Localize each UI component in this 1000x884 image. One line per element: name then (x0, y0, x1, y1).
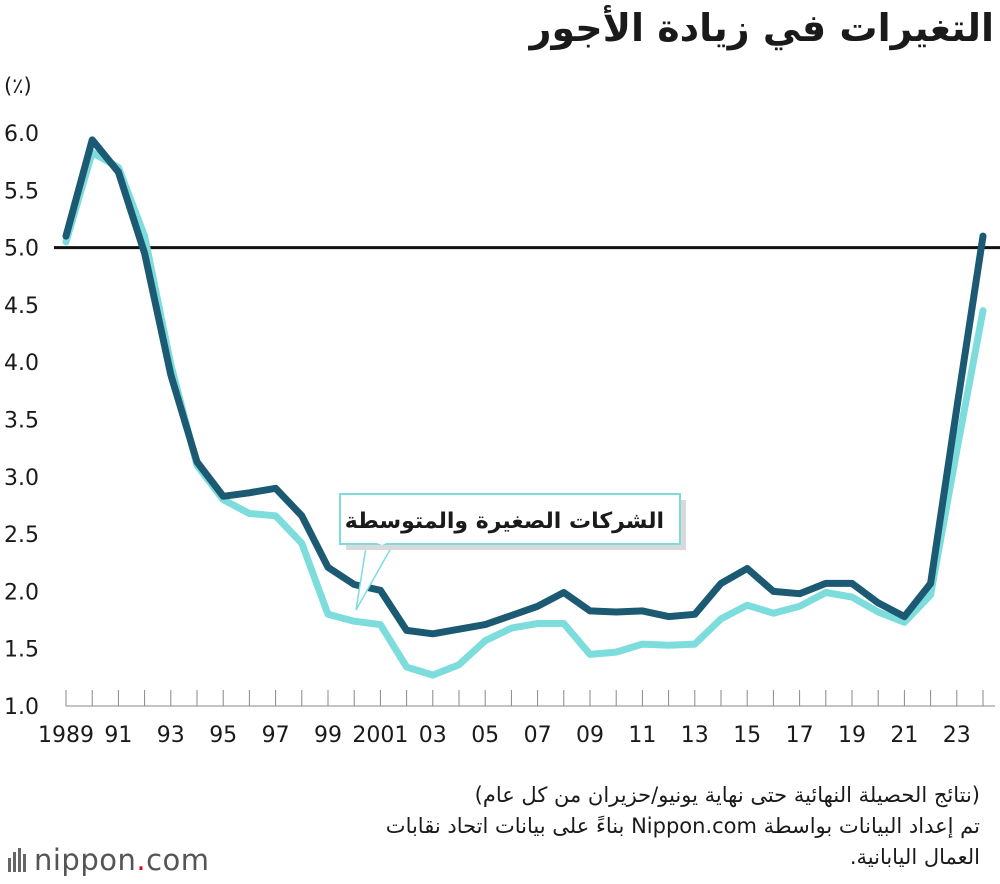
x-tick-label: 91 (104, 723, 132, 748)
note-line-3: العمال اليابانية. (849, 845, 980, 869)
series-line-all (62, 136, 987, 638)
nippon-logo[interactable]: nippon. com (8, 843, 210, 877)
x-tick-label: 23 (943, 723, 971, 748)
x-tick-label: 07 (524, 723, 552, 748)
line-chart: (٪) 1.0 1.5 2.0 2.5 3.0 3.5 4.0 4.5 5.0 5.5 6.0 198… (4, 74, 1000, 748)
callout-pointer-cover (369, 540, 393, 545)
y-tick-label: 6.0 (4, 122, 39, 147)
chart-notes: (نتائج الحصيلة النهائية حتى نهاية يونيو/… (386, 780, 980, 873)
callout-label: الشركات الصغيرة والمتوسطة (345, 509, 664, 534)
y-tick-label: 4.5 (4, 294, 39, 319)
y-tick-label: 1.5 (4, 638, 39, 663)
note-line-2: تم إعداد البيانات بواسطة Nippon.com بناء… (385, 814, 980, 838)
y-tick-label: 4.0 (4, 351, 39, 376)
logo-bars-icon (8, 848, 26, 872)
x-tick-label: 97 (262, 723, 290, 748)
note-line-1: (نتائج الحصيلة النهائية حتى نهاية يونيو/… (474, 783, 980, 807)
x-tick-label: 09 (576, 723, 604, 748)
y-tick-label: 2.0 (4, 580, 39, 605)
logo-suffix: com (146, 843, 210, 877)
logo-dot: . (136, 843, 147, 877)
x-tick-label: 17 (786, 723, 814, 748)
x-tick-label: 99 (314, 723, 342, 748)
y-tick-label: 5.0 (4, 237, 39, 262)
x-tick-label: 21 (890, 723, 918, 748)
series-callout: الشركات الصغيرة والمتوسطة (339, 493, 686, 611)
x-tick-label: 15 (733, 723, 761, 748)
y-tick-label: 2.5 (4, 523, 39, 548)
callout-box (339, 493, 681, 545)
y-axis-unit-label: (٪) (4, 74, 32, 98)
y-tick-label: 3.0 (4, 466, 39, 491)
x-tick-label: 2001 (352, 723, 408, 748)
y-tick-label: 1.0 (4, 695, 39, 720)
x-tick-label: 11 (628, 723, 656, 748)
y-tick-label: 3.5 (4, 409, 39, 434)
y-tick-label: 5.5 (4, 179, 39, 204)
x-tick-label: 03 (419, 723, 447, 748)
x-tick-label: 95 (209, 723, 237, 748)
series-line-sme (62, 149, 987, 679)
x-tick-label: 05 (471, 723, 499, 748)
x-tick-label: 1989 (38, 723, 94, 748)
chart-title: التغيرات في زيادة الأجور (529, 6, 994, 50)
x-tick-label: 93 (157, 723, 185, 748)
logo-name: nippon (34, 843, 137, 877)
x-tick-label: 19 (838, 723, 866, 748)
x-tick-label: 13 (681, 723, 709, 748)
